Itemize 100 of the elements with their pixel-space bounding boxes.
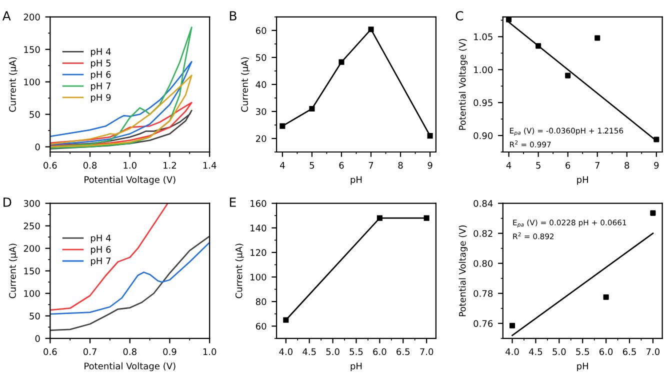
y-tick-label: 60 xyxy=(256,322,266,330)
y-tick-label: 0.82 xyxy=(474,230,492,237)
x-tick-label: 5.5 xyxy=(576,348,589,356)
point xyxy=(565,72,571,78)
legend-label: pH 4 xyxy=(90,48,111,57)
x-axis-title: pH xyxy=(350,362,362,372)
y-tick-label: 0.84 xyxy=(474,200,493,207)
x-tick-label: 4.0 xyxy=(279,348,292,356)
y-tick-label: 20 xyxy=(256,135,266,142)
x-tick-label: 0.9 xyxy=(163,348,176,356)
x-tick-label: 0.7 xyxy=(83,348,96,356)
line-series xyxy=(50,26,192,149)
y-tick-label: 1.05 xyxy=(474,33,492,40)
legend-label: pH 7 xyxy=(90,258,111,266)
line-series xyxy=(50,242,210,315)
y-tick-label: 0.90 xyxy=(474,132,493,140)
x-tick-label: 6 xyxy=(566,162,570,169)
x-tick-label: 6 xyxy=(339,162,344,169)
y-tick-label: 80 xyxy=(256,298,266,306)
x-tick-label: 4.5 xyxy=(528,348,542,356)
point xyxy=(280,123,286,129)
x-tick-label: 5.0 xyxy=(552,348,566,356)
y-tick-label: 100 xyxy=(24,290,40,297)
x-tick-label: 4 xyxy=(280,162,285,169)
x-tick-label: 7.0 xyxy=(420,348,434,356)
y-tick-label: 0 xyxy=(35,144,40,150)
x-tick-label: 1.0 xyxy=(124,162,136,169)
y-tick-label: 0.95 xyxy=(474,99,492,106)
y-axis-title: Current (μA) xyxy=(8,57,18,112)
legend-label: pH 9 xyxy=(90,94,111,103)
y-tick-label: 30 xyxy=(256,108,266,116)
line-series xyxy=(50,236,210,331)
y-tick-label: 120 xyxy=(250,249,266,256)
x-tick-label: 4.0 xyxy=(506,348,519,356)
x-tick-label: 1.4 xyxy=(203,162,216,169)
point xyxy=(427,133,433,139)
y-tick-label: 0.80 xyxy=(474,260,493,267)
y-tick-label: 1.00 xyxy=(474,66,493,74)
y-tick-label: 0 xyxy=(35,335,40,342)
x-tick-label: 4.5 xyxy=(302,348,316,356)
y-axis-title: Current (μA) xyxy=(241,57,250,112)
x-axis-title: Potential Voltage (V) xyxy=(84,362,176,372)
legend-label: pH 7 xyxy=(90,82,111,92)
y-axis-title: Potential Voltage (V) xyxy=(458,225,468,316)
x-tick-label: 1.2 xyxy=(164,162,176,169)
x-tick-label: 6.5 xyxy=(396,348,410,356)
x-axis-title: Potential Voltage (V) xyxy=(84,176,176,185)
line-series xyxy=(50,102,192,146)
point xyxy=(603,294,609,300)
x-tick-label: 5 xyxy=(536,162,540,169)
chart-title: E xyxy=(230,198,236,207)
legend-label: pH 5 xyxy=(90,60,111,68)
legend-label: pH 4 xyxy=(90,234,111,244)
point xyxy=(650,210,656,216)
x-tick-label: 8 xyxy=(624,162,630,169)
x-tick-label: 1.0 xyxy=(203,348,216,356)
chart-title: B xyxy=(230,11,236,20)
point xyxy=(338,59,344,65)
point xyxy=(594,35,600,41)
line-series xyxy=(50,61,192,146)
x-tick-label: 0.8 xyxy=(123,348,136,356)
y-tick-label: 0.78 xyxy=(474,290,493,297)
point xyxy=(309,106,315,112)
chart-title: D xyxy=(4,198,12,207)
y-axis-title: Potential Voltage (V) xyxy=(458,39,468,130)
point xyxy=(536,43,542,49)
y-tick-label: 50 xyxy=(30,111,40,118)
y-tick-label: 300 xyxy=(24,200,40,207)
x-tick-label: 7 xyxy=(595,162,600,169)
y-tick-label: 50 xyxy=(256,54,266,61)
legend-label: pH 6 xyxy=(90,71,111,80)
y-tick-label: 100 xyxy=(24,78,40,86)
y-tick-label: 60 xyxy=(256,27,266,34)
x-tick-label: 6.5 xyxy=(622,348,636,356)
y-axis-title: Current (μA) xyxy=(235,244,244,298)
x-tick-label: 4 xyxy=(506,162,512,169)
point xyxy=(654,136,660,142)
x-tick-label: 5.5 xyxy=(350,348,363,356)
x-tick-label: 0.8 xyxy=(83,162,97,169)
x-tick-label: 6.0 xyxy=(600,348,613,356)
chart-title: C xyxy=(456,11,464,21)
x-tick-label: 9 xyxy=(428,162,432,169)
line-series xyxy=(50,203,168,311)
y-tick-label: 150 xyxy=(24,268,40,274)
y-tick-label: 160 xyxy=(250,200,266,207)
x-tick-label: 9 xyxy=(654,162,659,169)
x-tick-label: 7 xyxy=(368,162,374,169)
x-tick-label: 7.0 xyxy=(646,348,660,356)
y-tick-label: 250 xyxy=(24,222,40,230)
x-axis-title: pH xyxy=(350,176,362,185)
x-tick-label: 8 xyxy=(398,162,403,169)
x-tick-label: 6.0 xyxy=(373,348,386,356)
x-tick-label: 5 xyxy=(310,162,314,169)
y-tick-label: 40 xyxy=(256,81,266,88)
y-tick-label: 200 xyxy=(24,245,40,252)
y-tick-label: 200 xyxy=(24,14,40,20)
legend-label: pH 6 xyxy=(90,246,111,255)
y-axis-title: Current (μA) xyxy=(8,244,18,298)
y-tick-label: 150 xyxy=(24,46,40,53)
chart-title: A xyxy=(2,11,11,20)
